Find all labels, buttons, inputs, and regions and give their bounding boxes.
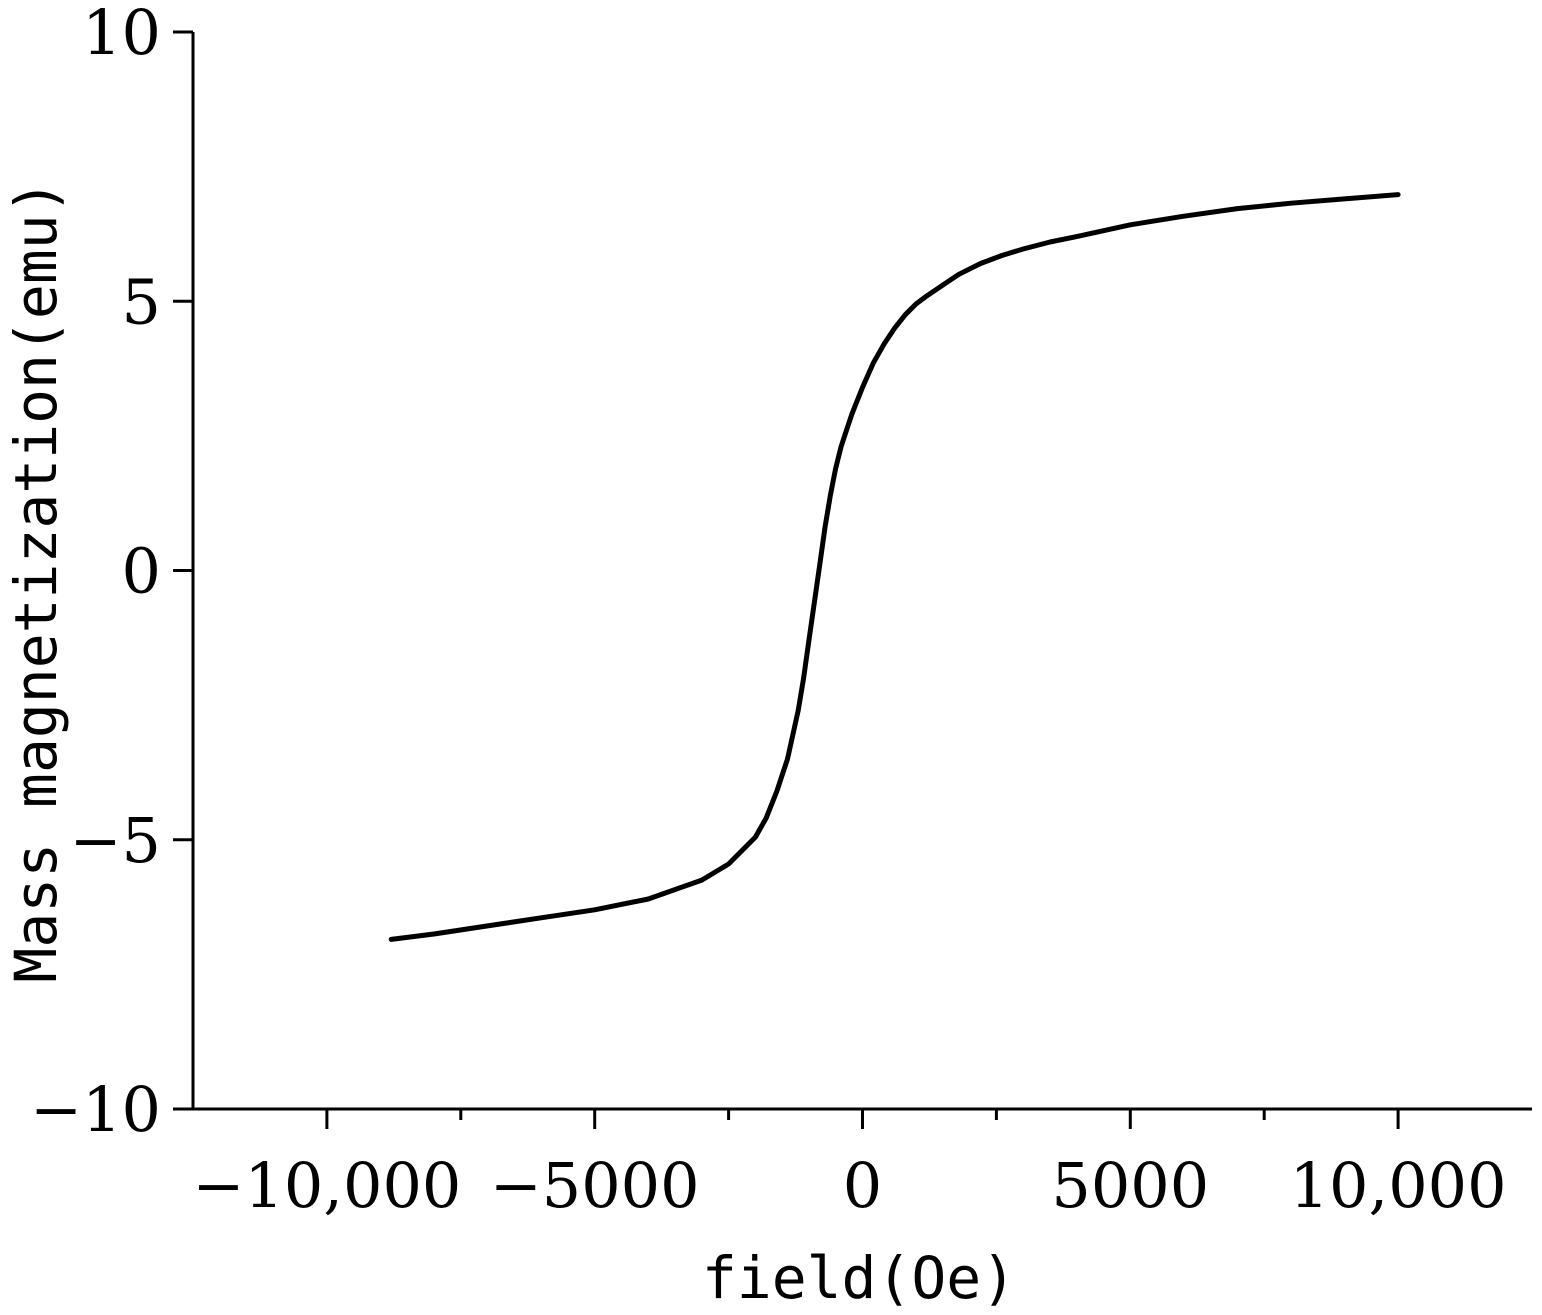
y-tick-label: 10 bbox=[82, 0, 161, 69]
x-tick-label: 10,000 bbox=[1290, 1149, 1507, 1222]
series bbox=[388, 192, 1401, 942]
x-tick-label: −10,000 bbox=[192, 1149, 461, 1222]
tick-labels: −10 −5 0 5 10 −10,000 −5000 0 5000 10,000 bbox=[30, 0, 1506, 1222]
series-line bbox=[388, 192, 1401, 942]
x-tick-label: 0 bbox=[843, 1149, 882, 1222]
tick-marks bbox=[173, 30, 1400, 1129]
x-tick-label: −5000 bbox=[490, 1149, 700, 1222]
x-axis-title: field(Oe) bbox=[702, 1244, 1016, 1312]
x-tick-label: 5000 bbox=[1051, 1149, 1209, 1222]
y-tick-label: 5 bbox=[122, 265, 161, 338]
y-tick-label: −5 bbox=[70, 804, 161, 877]
y-tick-label: 0 bbox=[122, 535, 161, 608]
axes bbox=[191, 32, 1532, 1111]
y-tick-label: −10 bbox=[30, 1073, 161, 1146]
y-axis-title: Mass magnetization(emu) bbox=[2, 179, 70, 982]
